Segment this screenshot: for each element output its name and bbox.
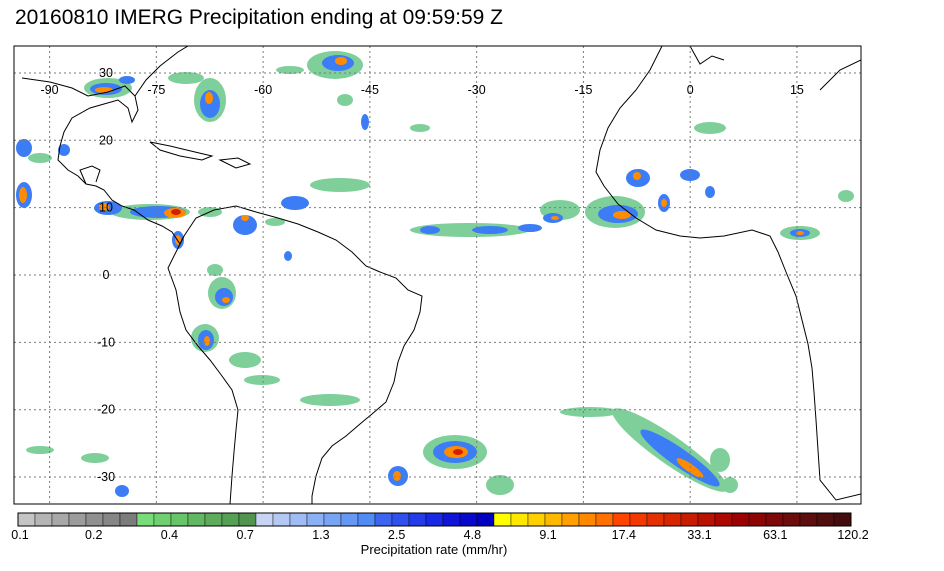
colorbar-swatch bbox=[442, 512, 461, 527]
colorbar-tick-label: 0.7 bbox=[236, 528, 254, 542]
coast-hispaniola bbox=[218, 157, 252, 169]
map-title: 20160810 IMERG Precipitation ending at 0… bbox=[15, 6, 503, 29]
colorbar-swatch bbox=[493, 512, 512, 527]
colorbar-tick-label: 0.4 bbox=[160, 528, 179, 542]
colorbar-tick-label: 33.1 bbox=[687, 528, 712, 542]
colorbar-swatch bbox=[816, 512, 835, 527]
colorbar-swatch bbox=[272, 512, 291, 527]
colorbar-swatch bbox=[136, 512, 155, 527]
longitude-label: -90 bbox=[41, 83, 59, 97]
colorbar-swatch bbox=[255, 512, 274, 527]
gridlines bbox=[14, 46, 861, 504]
colorbar-swatch bbox=[663, 512, 682, 527]
latitude-label: 20 bbox=[99, 133, 113, 147]
map-background bbox=[14, 46, 861, 504]
colorbar-swatch bbox=[612, 512, 631, 527]
colorbar-swatch bbox=[374, 512, 393, 527]
colorbar-swatch bbox=[340, 512, 359, 527]
colorbar-swatch bbox=[731, 512, 750, 527]
longitude-labels: -90 -75 -60 -45 -30 -15 0 15 bbox=[41, 83, 804, 97]
colorbar-swatch bbox=[408, 512, 427, 527]
colorbar-swatch bbox=[799, 512, 818, 527]
colorbar-swatch bbox=[595, 512, 614, 527]
longitude-label: -75 bbox=[147, 83, 165, 97]
colorbar-swatch bbox=[748, 512, 767, 527]
colorbar-swatch bbox=[306, 512, 325, 527]
colorbar-swatch bbox=[561, 512, 580, 527]
colorbar-swatch bbox=[119, 512, 138, 527]
latitude-label: -30 bbox=[97, 470, 115, 484]
latitude-labels: 30 20 10 0 -10 -20 -30 bbox=[97, 66, 115, 484]
colorbar-swatch bbox=[85, 512, 104, 527]
colorbar-tick-label: 1.3 bbox=[312, 528, 330, 542]
colorbar-swatch bbox=[697, 512, 716, 527]
colorbar-swatch bbox=[17, 512, 36, 527]
colorbar-tick-label: 9.1 bbox=[539, 528, 557, 542]
colorbar-swatch bbox=[221, 512, 240, 527]
coast-iberia bbox=[689, 46, 725, 65]
longitude-label: 15 bbox=[790, 83, 804, 97]
longitude-label: -45 bbox=[361, 83, 379, 97]
colorbar-swatch bbox=[34, 512, 53, 527]
colorbar-swatch bbox=[833, 512, 852, 527]
coast-europe bbox=[819, 59, 861, 91]
coast-africa bbox=[595, 46, 861, 501]
colorbar-swatch bbox=[544, 512, 563, 527]
colorbar-tick-label: 0.2 bbox=[85, 528, 103, 542]
longitude-label: -15 bbox=[574, 83, 592, 97]
latitude-label: 30 bbox=[99, 66, 113, 80]
latitude-label: -10 bbox=[97, 335, 115, 349]
colorbar-swatch bbox=[765, 512, 784, 527]
coast-us-east bbox=[134, 46, 189, 97]
colorbar-label: Precipitation rate (mm/hr) bbox=[360, 542, 508, 557]
latitude-label: 0 bbox=[103, 268, 110, 282]
colorbar-swatch bbox=[187, 512, 206, 527]
colorbar-tick-label: 4.8 bbox=[463, 528, 482, 542]
colorbar-swatch bbox=[527, 512, 546, 527]
colorbar-swatch bbox=[102, 512, 121, 527]
colorbar-swatch bbox=[578, 512, 597, 527]
coast-yucatan bbox=[79, 165, 101, 185]
colorbar-swatch bbox=[629, 512, 648, 527]
precipitation-field bbox=[16, 51, 854, 497]
colorbar-swatch bbox=[782, 512, 801, 527]
colorbar-swatch bbox=[170, 512, 189, 527]
longitude-label: -30 bbox=[468, 83, 486, 97]
coast-cuba bbox=[149, 141, 214, 161]
colorbar-swatch bbox=[646, 512, 665, 527]
latitude-label: 10 bbox=[99, 201, 113, 215]
colorbar-swatch bbox=[714, 512, 733, 527]
longitude-label: -60 bbox=[254, 83, 272, 97]
colorbar-swatch bbox=[289, 512, 308, 527]
longitude-label: 0 bbox=[687, 83, 694, 97]
colorbar bbox=[17, 512, 852, 527]
colorbar-tick-label: 2.5 bbox=[387, 528, 406, 542]
colorbar-swatch bbox=[391, 512, 410, 527]
colorbar-swatch bbox=[51, 512, 70, 527]
colorbar-swatch bbox=[238, 512, 257, 527]
colorbar-swatch bbox=[204, 512, 223, 527]
coast-north-america bbox=[21, 77, 185, 245]
colorbar-swatch bbox=[153, 512, 172, 527]
colorbar-frame bbox=[17, 512, 852, 527]
coast-south-america bbox=[183, 205, 423, 504]
latitude-label: -20 bbox=[97, 403, 115, 417]
colorbar-swatch bbox=[357, 512, 376, 527]
colorbar-tick-label: 17.4 bbox=[611, 528, 636, 542]
colorbar-swatch bbox=[323, 512, 342, 527]
colorbar-tick-label: 0.1 bbox=[11, 528, 29, 542]
colorbar-swatch bbox=[510, 512, 529, 527]
colorbar-swatch bbox=[476, 512, 495, 527]
colorbar-swatch bbox=[680, 512, 699, 527]
map-frame bbox=[13, 45, 862, 505]
colorbar-swatch bbox=[425, 512, 444, 527]
colorbar-tick-label: 63.1 bbox=[763, 528, 788, 542]
colorbar-swatch bbox=[459, 512, 478, 527]
colorbar-tick-label: 120.2 bbox=[837, 528, 869, 542]
colorbar-swatch bbox=[68, 512, 87, 527]
